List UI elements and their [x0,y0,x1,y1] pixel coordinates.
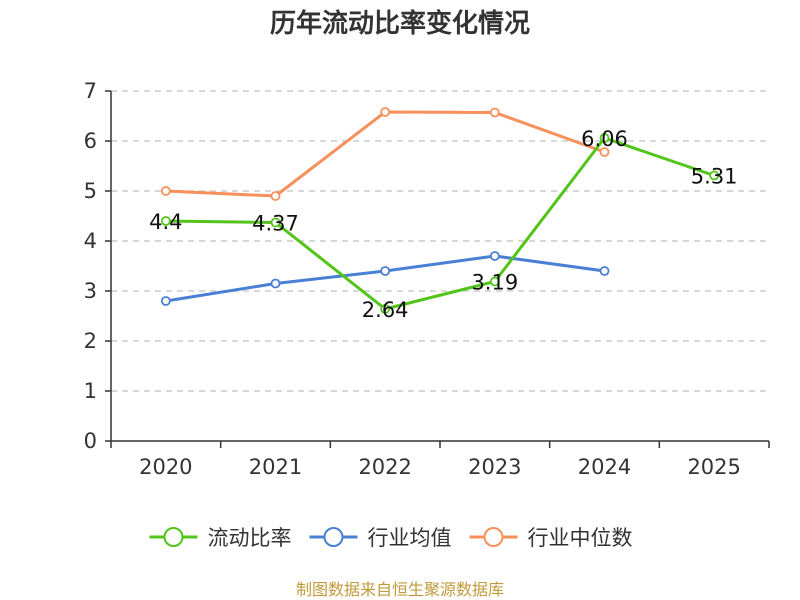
point-s0-2022 [380,304,391,314]
data-label-2021: 4.37 [252,212,299,236]
x-tick-label-2021: 2021 [249,455,302,479]
point-s2-2024 [599,147,610,157]
x-tick-label-2025: 2025 [687,455,740,479]
point-s1-2023 [489,251,500,261]
data-labels: 4.4 4.37 2.64 3.19 6.06 5.31 [149,127,737,322]
legend-marker-1 [323,527,344,547]
point-s1-2024 [599,266,610,276]
legend-item-2: 行业中位数 [469,526,633,550]
legend-label-0: 流动比率 [208,526,292,550]
legend-item-0: 流动比率 [149,526,292,550]
y-tick-label-3: 3 [84,279,97,303]
y-tick-label-5: 5 [84,179,97,203]
point-s0-2020 [160,216,171,226]
point-s1-2020 [160,296,171,306]
source-note: 制图数据来自恒生聚源数据库 [296,580,504,599]
series-line-1 [165,254,605,303]
y-tick-label-4: 4 [84,229,97,253]
data-label-2023: 3.19 [471,271,518,295]
legend-label-1: 行业均值 [368,526,452,550]
grid-lines [111,90,769,392]
legend-item-1: 行业均值 [309,526,452,550]
legend-marker-0 [163,527,184,547]
series-line-0 [165,136,715,311]
x-tick-label-2024: 2024 [578,455,631,479]
axes: 0 1 2 3 4 5 6 7 2020 2021 2022 2023 2024 2025 [84,79,770,479]
series-lines [160,107,720,314]
series-line-2 [165,110,606,198]
point-s2-2023 [489,107,500,118]
point-s2-2022 [380,107,391,117]
legend: 流动比率 行业均值 行业中位数 [149,526,633,550]
legend-marker-2 [483,527,504,547]
y-tick-label-7: 7 [84,79,97,103]
data-label-2024: 6.06 [581,127,628,151]
point-s0-2024 [599,133,610,143]
legend-label-2: 行业中位数 [528,526,633,550]
y-tick-label-1: 1 [84,379,97,403]
point-s0-2023 [489,276,500,287]
x-tick-label-2020: 2020 [139,455,192,479]
y-tick-label-0: 0 [84,429,97,453]
data-label-2020: 4.4 [149,210,182,234]
data-label-2025: 5.31 [691,165,738,189]
chart-title: 历年流动比率变化情况 [270,8,530,39]
y-tick-label-6: 6 [84,129,97,153]
y-tick-label-2: 2 [84,329,97,353]
point-s2-2020 [160,186,171,196]
point-s1-2022 [380,266,391,276]
data-label-2022: 2.64 [362,298,409,322]
point-s0-2021 [270,217,281,228]
point-s0-2025 [709,170,720,181]
point-s2-2021 [270,191,281,201]
x-tick-label-2023: 2023 [468,455,521,479]
point-s1-2021 [270,278,281,289]
x-tick-label-2022: 2022 [358,455,411,479]
